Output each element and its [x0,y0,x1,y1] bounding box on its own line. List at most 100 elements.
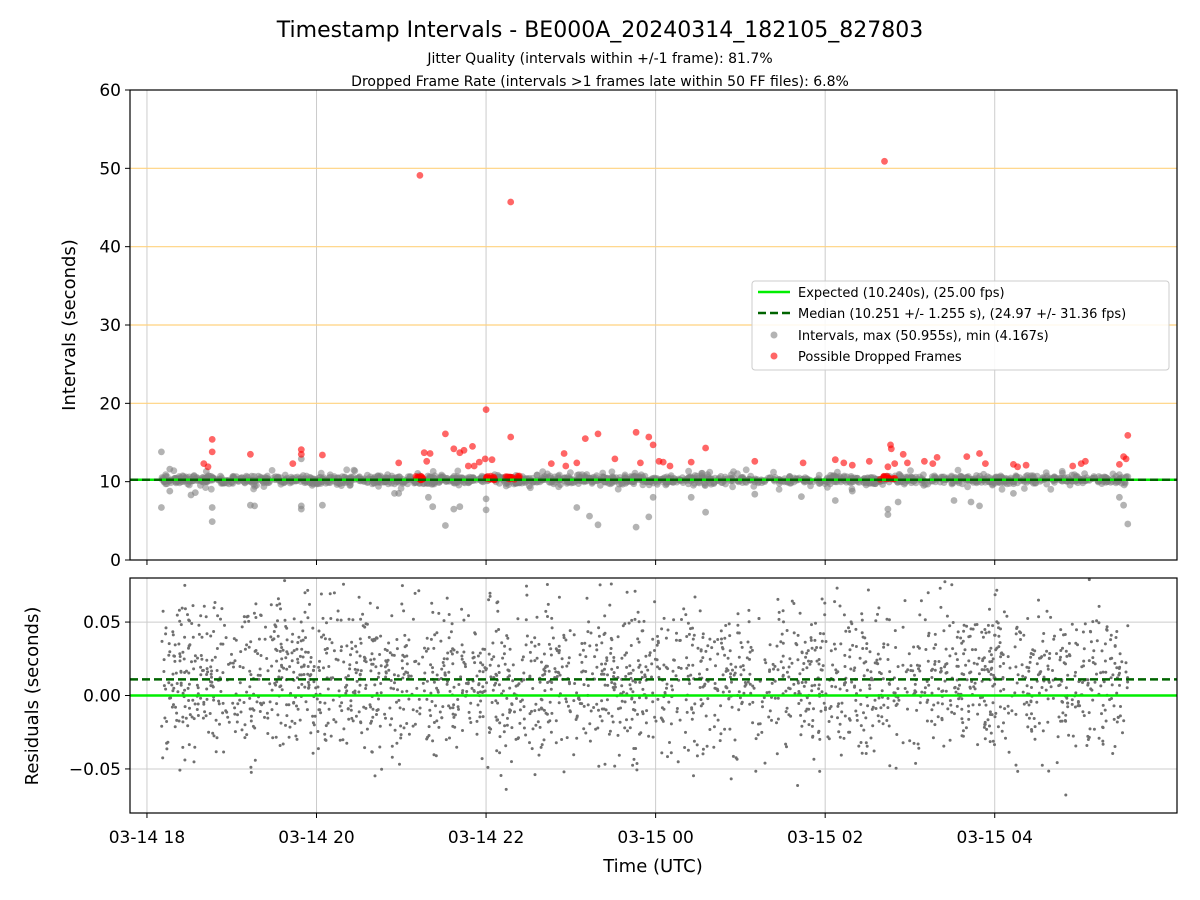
dropped-frame-point [1069,462,1077,470]
residual-point [1101,739,1105,743]
residual-point [379,682,383,685]
residual-point [1056,735,1060,739]
residual-point [383,712,387,716]
residual-point [918,701,922,705]
residual-point [597,634,601,638]
residual-point [595,665,599,669]
residual-point [478,710,482,714]
residual-point [796,633,800,637]
residual-point [220,607,224,611]
residual-point [461,729,464,732]
residual-point [840,710,844,714]
residual-point [565,700,568,704]
interval-point [338,473,346,481]
residual-point [1059,649,1063,652]
residual-point [1073,674,1077,678]
residual-point [620,684,624,688]
residual-point [784,689,788,693]
residual-point [521,655,525,659]
residual-point [885,719,889,722]
interval-point [807,482,814,490]
residual-point [903,599,907,603]
dropped-frame-point [891,460,899,467]
residual-point [240,728,244,732]
residual-point [728,675,732,679]
residual-point [318,708,322,712]
residual-point [178,659,182,663]
residual-point [339,618,343,622]
residual-point [729,672,733,676]
residual-point [685,635,689,638]
residual-point [776,597,780,601]
residual-point [1032,717,1036,720]
residual-point [350,640,354,644]
residual-point [653,649,656,652]
residual-point [522,705,526,709]
residual-point [242,615,246,619]
residual-point [603,683,607,687]
residual-point [331,698,335,702]
dropped-frame-point [450,445,458,453]
residual-point [637,620,641,624]
residual-point [623,700,627,704]
residual-point [178,768,182,772]
residual-point [312,669,315,672]
residual-point [1121,731,1124,735]
residual-point [812,707,815,711]
interval-point [1059,469,1066,477]
residual-point [285,714,289,718]
residual-point [613,685,617,689]
interval-outlier-point [848,487,856,495]
residual-point [628,683,632,687]
residual-point [581,669,585,673]
residual-point [923,686,927,690]
residual-point [243,736,247,740]
residual-point [874,707,878,710]
residual-point [848,718,852,722]
residual-point [605,698,609,702]
residual-point [944,647,948,651]
residual-point [245,615,249,619]
residual-point [682,607,686,611]
residual-point [1051,678,1055,682]
residual-point [296,707,300,711]
residual-point [854,698,858,702]
residual-point [970,680,974,683]
dropped-frame-point [649,441,657,449]
residual-point [1055,761,1059,765]
residual-point [989,646,993,650]
residuals-y-ticks: −0.050.000.05 [69,613,130,780]
residual-point [448,736,451,740]
residual-point [833,647,837,651]
residual-point [663,691,667,694]
residual-point [713,713,717,717]
residual-point [506,636,510,640]
residual-point [587,620,591,624]
residual-point [785,629,789,632]
residual-point [631,708,635,711]
residual-point [206,670,210,674]
residual-point [190,715,194,719]
residual-point [950,710,954,714]
residual-point [586,684,590,688]
residual-point [400,602,404,606]
residual-point [736,623,740,627]
residual-point [359,641,363,645]
residual-point [440,667,444,671]
residual-point [955,658,959,662]
residual-point [387,668,391,672]
residual-point [422,689,426,693]
residual-point [1110,683,1114,687]
residual-point [375,708,379,712]
residual-point [1014,665,1018,669]
residual-point [817,662,821,666]
residual-point [219,642,223,646]
intervals-y-tick-label: 20 [99,394,121,414]
residual-point [951,647,955,651]
interval-outlier-point [166,465,174,473]
residual-point [505,634,509,638]
residual-point [945,614,949,618]
residual-point [813,648,817,652]
residual-point [833,600,837,604]
residual-point [844,681,847,684]
